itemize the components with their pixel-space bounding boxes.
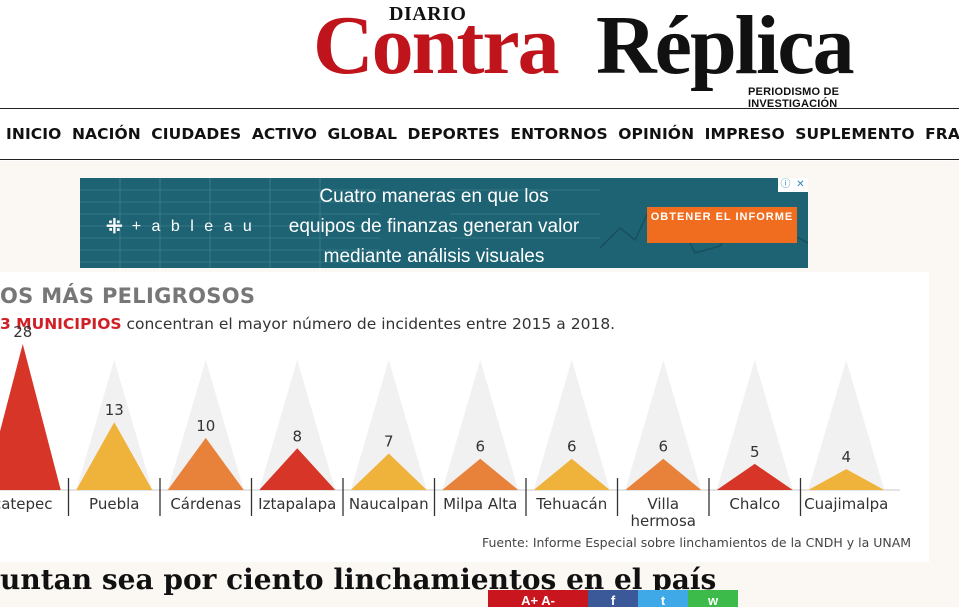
- nav-item-opinion[interactable]: OPINIÓN: [618, 125, 695, 143]
- chart-category-label: Tehuacán: [535, 495, 607, 513]
- chart-bar: [808, 469, 885, 490]
- chart-ghost-triangle: [442, 360, 519, 490]
- share-bar: A+ A- f t w: [488, 590, 738, 607]
- adchoices: ⓘ ✕: [778, 178, 808, 192]
- main-nav: INICIO NACIÓN CIUDADES ACTIVO GLOBAL DEP…: [0, 108, 959, 160]
- masthead: Contra Réplica DIARIO PERIODISMO DE INVE…: [0, 0, 959, 110]
- infographic-subtitle-highlight: 3 MUNICIPIOS: [0, 315, 122, 333]
- chart-value-label: 10: [196, 417, 215, 435]
- nav-item-nacion[interactable]: NACIÓN: [71, 125, 141, 143]
- incidents-chart: 28 catepec 13 Puebla 10 Cárdenas 8 Iztapalapa 7 N…: [0, 323, 900, 530]
- logo-replica: Réplica: [596, 0, 855, 92]
- chart-category-label: catepec: [0, 495, 53, 513]
- chart-category-label: Cuajimalpa: [804, 495, 888, 513]
- nav-item-entornos[interactable]: ENTORNOS: [510, 125, 608, 143]
- ad-banner[interactable]: ⁜ + a b l e a u Cuatro maneras en que lo…: [80, 178, 808, 268]
- chart-bar: [167, 437, 244, 490]
- infographic-subtitle-text: concentran el mayor número de incidentes…: [121, 315, 616, 333]
- chart-bar: [533, 458, 610, 490]
- chart-ghost-triangle: [167, 360, 244, 490]
- logo-tagline: PERIODISMO DE INVESTIGACIÓN: [748, 86, 840, 110]
- infographic-subtitle: 3 MUNICIPIOS concentran el mayor número …: [0, 315, 615, 333]
- nav-item-fragmentos[interactable]: FRAGMENTOS: [925, 125, 959, 143]
- chart-category-label: Milpa Alta: [443, 495, 517, 513]
- ad-headline-line-1: Cuatro maneras en que los: [319, 186, 549, 207]
- tableau-plus-icon: ⁜: [106, 216, 126, 238]
- font-size-button[interactable]: A+ A-: [488, 590, 588, 607]
- nav-item-suplemento[interactable]: SUPLEMENTO: [795, 125, 915, 143]
- site-logo[interactable]: Contra Réplica DIARIO PERIODISMO DE INVE…: [313, 0, 923, 110]
- chart-bar: [259, 448, 336, 490]
- ad-close-icon[interactable]: ✕: [796, 179, 805, 190]
- ad-headline: Cuatro maneras en que los equipos de fin…: [270, 182, 598, 268]
- chart-ghost-triangle: [350, 360, 427, 490]
- chart-category-label: Iztapalapa: [258, 495, 336, 513]
- infographic-source: Fuente: Informe Especial sobre linchamie…: [482, 535, 912, 550]
- chart-bar: [442, 458, 519, 490]
- chart-bar: [0, 344, 61, 490]
- chart-value-label: 6: [567, 438, 577, 456]
- nav-item-global[interactable]: GLOBAL: [327, 125, 398, 143]
- chart-value-label: 5: [750, 443, 760, 461]
- chart-value-label: 6: [658, 438, 668, 456]
- nav-item-inicio[interactable]: INICIO: [6, 125, 62, 143]
- chart-value-label: 13: [105, 401, 124, 419]
- chart-ghost-triangle: [808, 360, 885, 490]
- chart-category-label: hermosa: [631, 512, 696, 530]
- chart-bar: [350, 453, 427, 490]
- chart-category-label: Cárdenas: [170, 495, 241, 513]
- ad-headline-line-3: mediante análisis visuales: [323, 246, 545, 267]
- chart-ghost-triangle: [259, 360, 336, 490]
- adchoices-info-icon[interactable]: ⓘ: [780, 179, 791, 190]
- chart-category-label: Chalco: [729, 495, 780, 513]
- whatsapp-share-button[interactable]: w: [688, 590, 738, 607]
- chart-value-label: 6: [475, 438, 485, 456]
- chart-value-label: 4: [841, 448, 851, 466]
- tableau-wordmark: + a b l e a u: [131, 217, 255, 235]
- infographic-title: OS MÁS PELIGROSOS: [0, 284, 256, 308]
- chart-category-label: Naucalpan: [349, 495, 429, 513]
- chart-value-label: 7: [384, 433, 394, 451]
- chart-bar: [716, 463, 793, 490]
- nav-item-deportes[interactable]: DEPORTES: [407, 125, 500, 143]
- chart-ghost-triangle: [533, 360, 610, 490]
- logo-contra: Contra: [313, 0, 560, 92]
- chart-bar: [625, 458, 702, 490]
- tableau-logo: ⁜ + a b l e a u: [106, 214, 255, 239]
- ad-cta-button[interactable]: OBTENER EL INFORME: [647, 207, 797, 243]
- nav-item-ciudades[interactable]: CIUDADES: [151, 125, 242, 143]
- nav-item-activo[interactable]: ACTIVO: [251, 125, 318, 143]
- chart-ghost-triangle: [625, 360, 702, 490]
- chart-category-label: Villa: [647, 495, 679, 513]
- logo-diario: DIARIO: [389, 3, 467, 25]
- chart-ghost-triangle: [716, 360, 793, 490]
- chart-category-label: Puebla: [89, 495, 139, 513]
- chart-value-label: 8: [292, 427, 302, 445]
- chart-value-label: 28: [13, 323, 32, 341]
- facebook-share-button[interactable]: f: [588, 590, 638, 607]
- infographic: OS MÁS PELIGROSOS 3 MUNICIPIOS concentra…: [0, 272, 929, 562]
- twitter-share-button[interactable]: t: [638, 590, 688, 607]
- nav-item-impreso[interactable]: IMPRESO: [704, 125, 785, 143]
- chart-bar: [76, 422, 153, 490]
- ad-headline-line-2: equipos de finanzas generan valor: [288, 216, 580, 237]
